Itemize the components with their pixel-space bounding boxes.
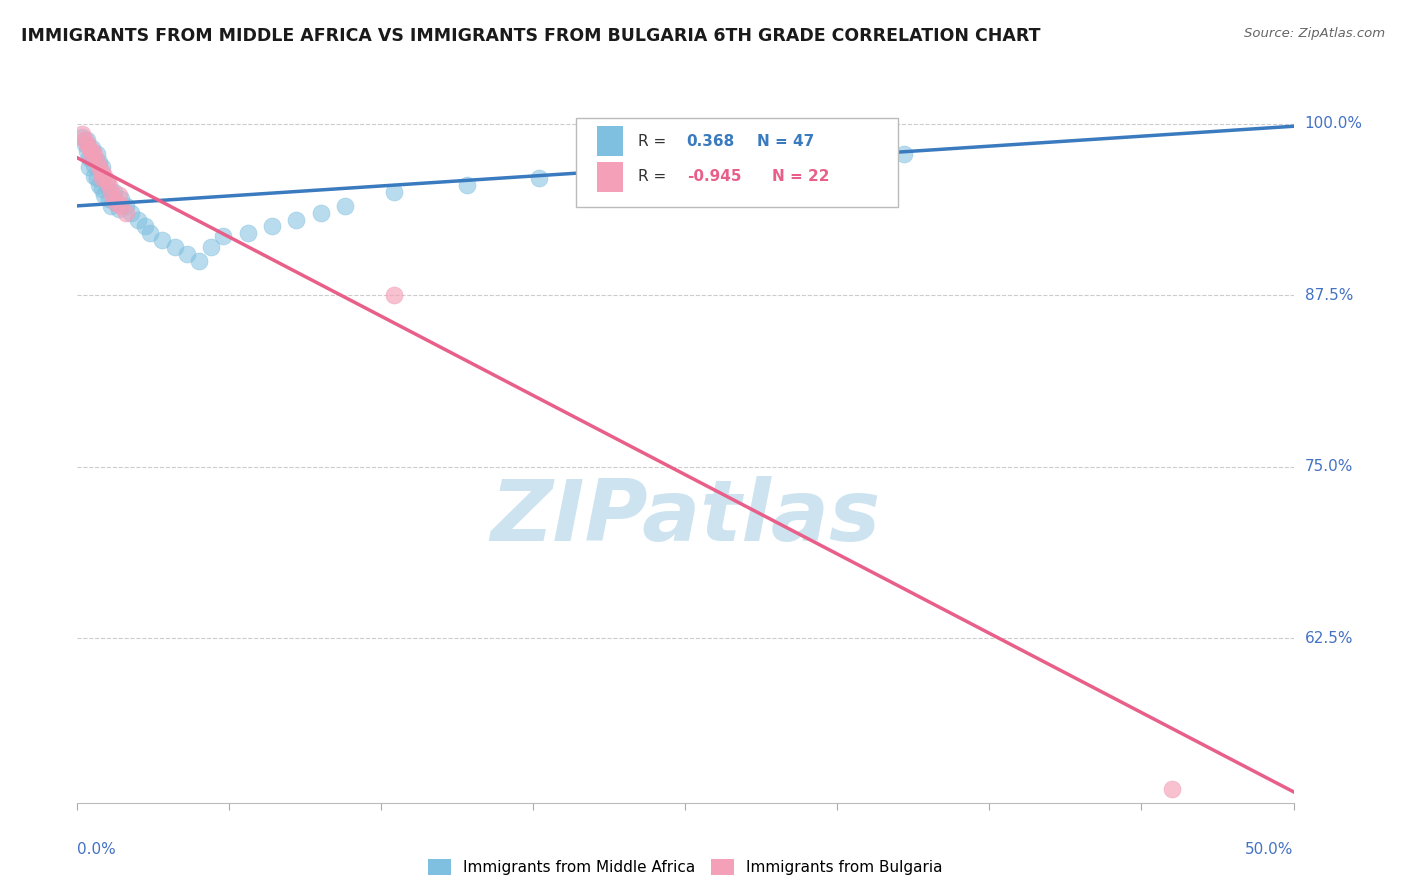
Text: Source: ZipAtlas.com: Source: ZipAtlas.com (1244, 27, 1385, 40)
Point (83, 169, 105, 183)
Point (90, 164, 112, 178)
Point (105, 196, 128, 211)
Point (79, 151, 101, 165)
Point (89, 178, 111, 193)
Point (139, 227, 162, 241)
Point (115, 199, 138, 213)
Text: 0.368: 0.368 (686, 134, 735, 149)
Point (110, 192, 132, 206)
Point (100, 185, 122, 199)
Text: 75.0%: 75.0% (1305, 459, 1353, 474)
Text: R =: R = (638, 134, 671, 149)
Point (90, 182, 112, 196)
Point (260, 219, 283, 234)
Text: IMMIGRANTS FROM MIDDLE AFRICA VS IMMIGRANTS FROM BULGARIA 6TH GRADE CORRELATION : IMMIGRANTS FROM MIDDLE AFRICA VS IMMIGRA… (21, 27, 1040, 45)
Point (93, 169, 115, 183)
Text: N = 22: N = 22 (772, 169, 830, 185)
Point (76, 144, 98, 158)
Bar (596, 162, 623, 192)
Point (200, 240, 222, 254)
Point (105, 196, 128, 211)
Point (96, 174, 118, 188)
Point (309, 205, 332, 219)
Point (86, 171, 108, 186)
Point (96, 178, 118, 193)
Point (107, 202, 129, 216)
Point (110, 199, 132, 213)
Point (382, 185, 405, 199)
Point (80, 151, 103, 165)
Text: -0.945: -0.945 (686, 169, 741, 185)
Point (107, 187, 129, 202)
Point (80, 151, 103, 165)
Point (103, 192, 125, 206)
Point (134, 219, 156, 234)
Text: 100.0%: 100.0% (1305, 116, 1362, 131)
Bar (596, 127, 623, 156)
Point (212, 229, 235, 244)
Point (100, 199, 122, 213)
Point (97, 178, 120, 193)
Point (382, 288, 405, 302)
Point (70, 128, 93, 142)
Legend: Immigrants from Middle Africa, Immigrants from Bulgaria: Immigrants from Middle Africa, Immigrant… (422, 854, 949, 881)
Point (76, 133, 98, 147)
Point (86, 155, 108, 169)
Point (893, 146, 915, 161)
Point (127, 212, 149, 227)
Point (93, 187, 115, 202)
Point (699, 158, 721, 172)
Point (73, 133, 96, 147)
FancyBboxPatch shape (576, 118, 898, 207)
Point (115, 205, 138, 219)
Point (285, 212, 308, 227)
Point (89, 155, 111, 169)
Point (120, 205, 142, 219)
Point (83, 158, 105, 172)
Point (79, 141, 101, 155)
Point (80, 144, 103, 158)
Point (90, 161, 112, 175)
Text: R =: R = (638, 169, 671, 185)
Point (1161, 782, 1184, 797)
Point (86, 146, 108, 161)
Point (70, 130, 93, 145)
Point (83, 146, 105, 161)
Point (602, 164, 624, 178)
Point (76, 137, 98, 152)
Point (103, 185, 125, 199)
Point (163, 240, 186, 254)
Text: ZIPatlas: ZIPatlas (491, 475, 880, 559)
Point (90, 171, 112, 186)
Point (796, 151, 818, 165)
Point (188, 253, 211, 268)
Point (456, 178, 478, 193)
Point (73, 137, 96, 152)
Point (152, 233, 174, 247)
Point (529, 171, 551, 186)
Text: 62.5%: 62.5% (1305, 631, 1353, 646)
Point (236, 227, 259, 241)
Text: 87.5%: 87.5% (1305, 287, 1353, 302)
Text: N = 47: N = 47 (758, 134, 814, 149)
Point (79, 161, 101, 175)
Point (97, 192, 120, 206)
Point (89, 161, 111, 175)
Text: 50.0%: 50.0% (1246, 842, 1294, 856)
Point (333, 199, 356, 213)
Text: 0.0%: 0.0% (77, 842, 117, 856)
Point (176, 247, 198, 261)
Point (80, 141, 103, 155)
